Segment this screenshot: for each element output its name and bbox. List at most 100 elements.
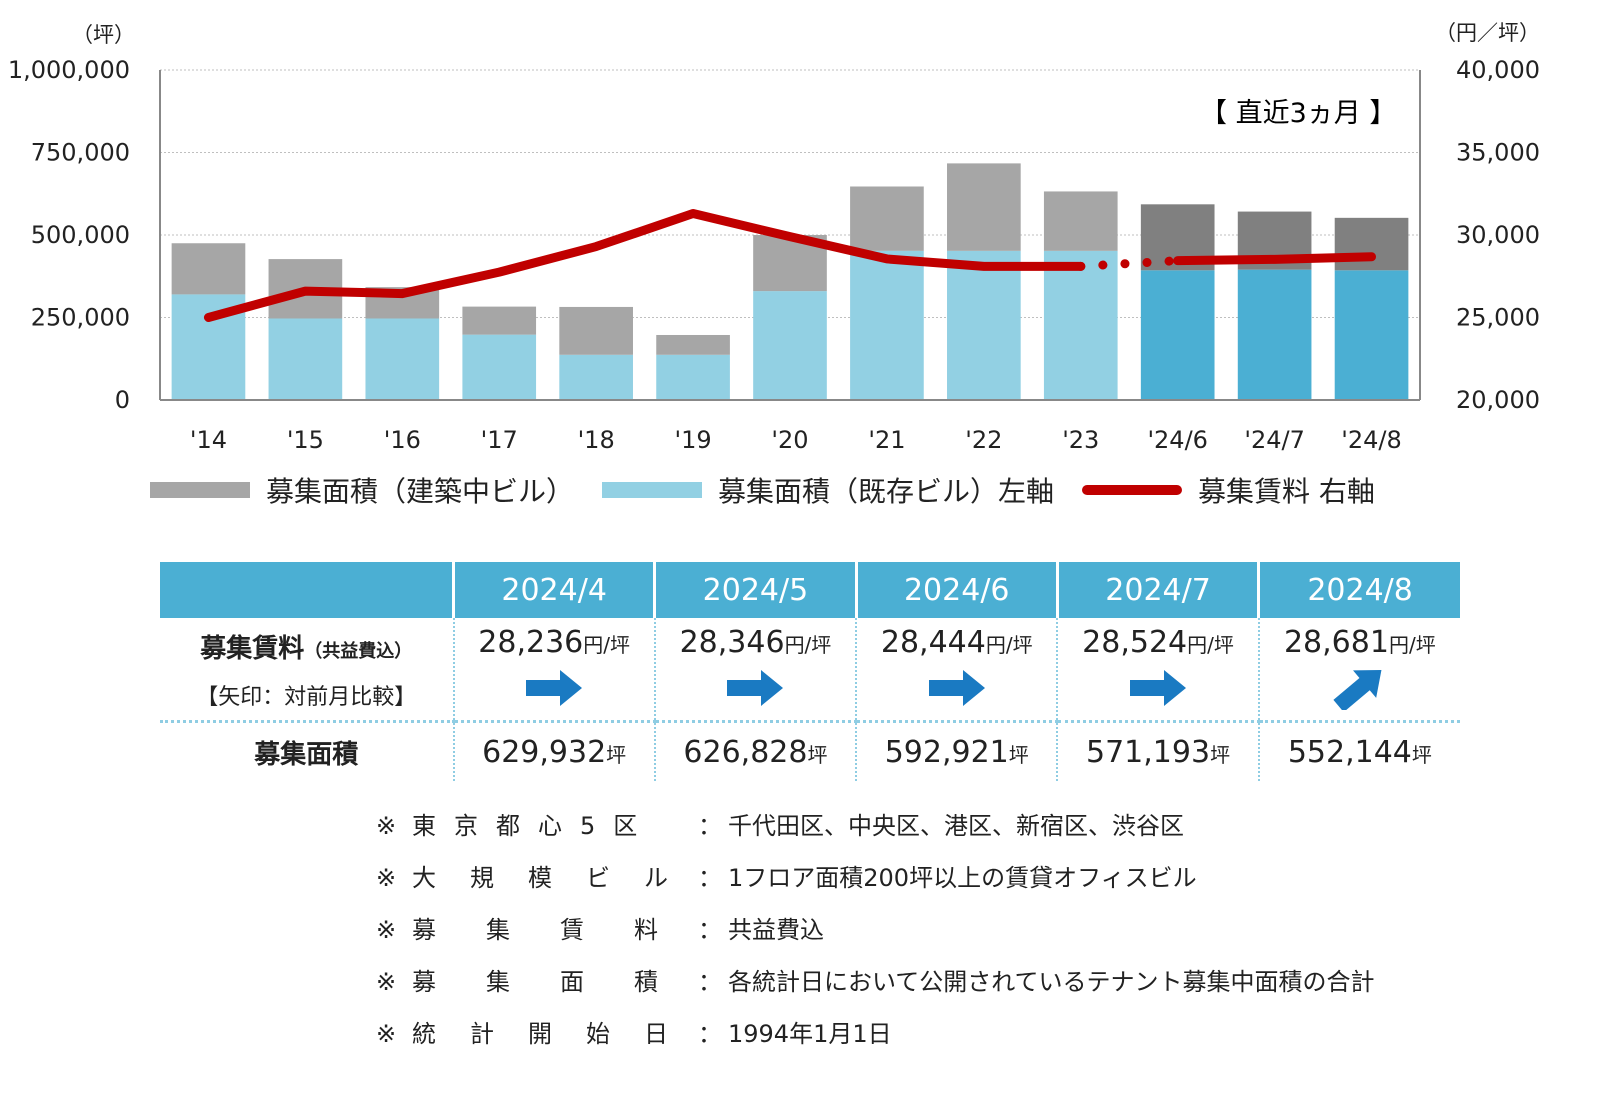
month-header: 2024/8	[1258, 562, 1460, 618]
footnote: ※ 募集賃料：共益費込	[376, 904, 1375, 956]
bar-construction	[1043, 191, 1118, 251]
rent-line-recent	[1173, 252, 1377, 266]
area-value: 552,144	[1287, 734, 1412, 770]
month-header: 2024/5	[654, 562, 858, 618]
x-tick-label: '15	[287, 426, 324, 454]
legend-existing: 募集面積（既存ビル）左軸	[602, 470, 1054, 510]
area-unit: 坪	[1008, 742, 1029, 767]
bar-existing	[268, 318, 343, 400]
area-row-header: 募集面積	[160, 721, 455, 781]
legend-swatch-blue	[602, 482, 703, 498]
area-unit: 坪	[606, 742, 627, 767]
x-tick-label: '18	[578, 426, 615, 454]
month-header: 2024/6	[856, 562, 1059, 618]
arrow-right-icon	[1130, 669, 1187, 706]
rent-value: 28,444	[880, 624, 986, 660]
bar-construction	[947, 163, 1021, 251]
bar-existing	[850, 250, 924, 400]
area-unit: 坪	[807, 742, 828, 767]
rent-line-annual	[203, 209, 1086, 322]
note-mark: ※	[376, 968, 397, 996]
legend-label: 募集面積（建築中ビル）	[266, 475, 575, 508]
area-label: 募集面積	[254, 739, 359, 770]
note-mark: ※	[376, 916, 397, 944]
rent-value: 28,524	[1082, 624, 1188, 660]
bar-construction	[462, 306, 537, 335]
month-header: 2024/7	[1057, 562, 1261, 618]
bar-existing	[1140, 270, 1215, 400]
bar-existing	[947, 250, 1021, 400]
note-label: 大規模ビル	[412, 864, 702, 892]
rent-unit: 円/坪	[784, 632, 832, 657]
arrow-right-icon	[727, 669, 784, 706]
bar-construction	[559, 306, 633, 355]
legend-swatch-line	[1082, 485, 1183, 495]
note-text: 1994年1月1日	[728, 1020, 892, 1048]
bar-existing	[656, 354, 730, 400]
note-colon: ：	[698, 864, 722, 892]
bar-existing	[1334, 270, 1409, 400]
note-colon: ：	[698, 916, 722, 944]
axes: 0 250,000 500,000 750,000 1,000,000 20,000 25,…	[8, 56, 1540, 454]
x-tick-label: '24/6	[1147, 426, 1208, 454]
footnote: ※ 大規模ビル： 1フロア面積200坪以上の賃貸オフィスビル	[376, 852, 1375, 904]
note-label: 東京都心5区	[412, 812, 656, 840]
stats-table: 2024/4 2024/5 2024/6 2024/7 2024/8 募集賃料（…	[160, 562, 1460, 781]
arrow-up-right-icon	[1333, 669, 1382, 712]
area-value: 592,921	[884, 734, 1009, 770]
bar-existing	[365, 318, 440, 400]
area-value: 571,193	[1086, 734, 1211, 770]
x-tick-label: '16	[384, 426, 421, 454]
bar-construction	[1334, 217, 1409, 271]
note-colon: ：	[698, 968, 722, 996]
left-tick-label: 1,000,000	[8, 56, 130, 84]
area-unit: 坪	[1210, 742, 1231, 767]
rent-unit: 円/坪	[583, 632, 631, 657]
bar-existing	[1237, 269, 1312, 400]
rent-cell: 28,444円/坪	[856, 618, 1059, 723]
rent-cell: 28,346円/坪	[654, 618, 858, 723]
right-axis-unit: （円／坪）	[1435, 21, 1540, 45]
table-header-row: 2024/4 2024/5 2024/6 2024/7 2024/8	[160, 562, 1460, 618]
rent-line	[203, 209, 1377, 322]
area-cell: 552,144坪	[1259, 722, 1460, 782]
note-text: 千代田区、中央区、港区、新宿区、渋谷区	[728, 812, 1184, 840]
rent-sub-label: （共益費込）	[304, 640, 413, 662]
bar-existing	[462, 334, 537, 400]
note-label: 統計開始日	[412, 1020, 702, 1048]
note-colon: ：	[698, 812, 722, 840]
footnote: ※ 東京都心5区 ：千代田区、中央区、港区、新宿区、渋谷区	[376, 800, 1375, 852]
x-tick-label: '23	[1062, 426, 1099, 454]
rent-unit: 円/坪	[1388, 632, 1436, 657]
left-tick-label: 0	[115, 386, 130, 414]
note-colon: ：	[698, 1020, 722, 1048]
left-axis-unit: （坪）	[72, 23, 135, 47]
bar-construction	[850, 186, 924, 251]
arrow-note: 【矢印：対前月比較】	[196, 684, 417, 710]
bar-existing	[1043, 250, 1118, 400]
table-corner	[160, 562, 455, 618]
legend-construction: 募集面積（建築中ビル）	[150, 470, 574, 510]
area-unit: 坪	[1411, 742, 1432, 767]
legend-label: 募集面積（既存ビル）左軸	[718, 475, 1055, 508]
rent-row-header: 募集賃料（共益費込） 【矢印：対前月比較】	[160, 618, 455, 723]
right-tick-label: 30,000	[1456, 221, 1540, 249]
legend: 募集面積（建築中ビル） 募集面積（既存ビル）左軸 募集賃料 右軸	[150, 470, 1403, 510]
left-tick-label: 500,000	[31, 221, 130, 249]
area-value: 626,828	[683, 734, 808, 770]
note-text: 各統計日において公開されているテナント募集中面積の合計	[728, 968, 1375, 996]
x-tick-label: '17	[481, 426, 518, 454]
note-text: 共益費込	[728, 916, 824, 944]
bar-construction	[171, 243, 246, 295]
rent-unit: 円/坪	[1187, 632, 1234, 657]
bars	[171, 163, 1409, 400]
note-label: 募集賃料	[412, 916, 708, 944]
legend-rent: 募集賃料 右軸	[1082, 470, 1375, 510]
rent-value: 28,236	[478, 624, 584, 660]
right-tick-label: 35,000	[1456, 139, 1540, 167]
x-tick-label: '19	[675, 426, 712, 454]
right-tick-label: 25,000	[1456, 304, 1540, 332]
rent-cell: 28,524円/坪	[1057, 618, 1260, 723]
x-tick-label: '14	[190, 426, 227, 454]
rent-line-bridge	[1076, 256, 1183, 271]
